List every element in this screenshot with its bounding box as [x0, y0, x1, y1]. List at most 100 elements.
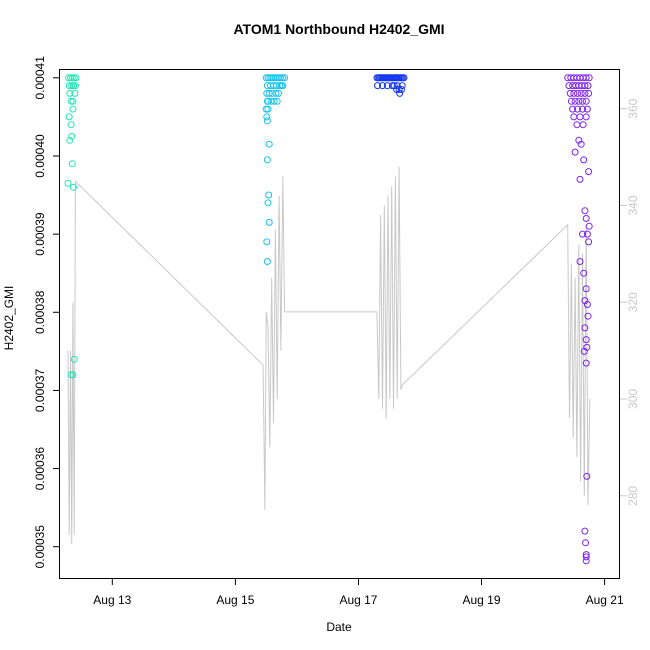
data-point-series-4: [582, 557, 590, 565]
data-point-series-4: [582, 539, 589, 547]
x-tick-label: Aug 13: [93, 593, 131, 607]
x-tick-label: Aug 19: [463, 593, 501, 607]
data-point-series-4: [584, 312, 592, 320]
y2-tick-label: 340: [626, 195, 640, 215]
data-point-series-4: [579, 105, 586, 113]
data-point-series-2: [277, 74, 285, 82]
data-point-series-2: [273, 97, 281, 105]
data-point-series-3: [382, 74, 389, 82]
data-point-series-2: [265, 191, 273, 199]
y2-tick-label: 300: [626, 389, 640, 409]
y-tick-label: 0.00035: [33, 525, 47, 569]
data-point-series-4: [577, 89, 585, 97]
data-point-series-3: [395, 86, 403, 93]
y-tick-label: 0.00036: [33, 447, 47, 491]
data-point-series-2: [264, 199, 272, 207]
y2-tick-label: 280: [626, 485, 640, 505]
data-point-series-2: [263, 238, 271, 246]
y2-axis: 280 300 320 340 360: [620, 98, 640, 506]
data-point-series-2: [263, 258, 271, 265]
y2-tick-label: 360: [626, 98, 640, 118]
data-point-series-4: [582, 285, 590, 293]
data-point-series-1: [69, 371, 77, 379]
data-point-series-1: [67, 121, 75, 129]
data-point-series-4: [565, 82, 573, 90]
plot-box: [59, 69, 620, 579]
data-point-series-3: [393, 82, 401, 90]
data-point-series-3: [388, 82, 396, 90]
data-point-series-4: [570, 89, 578, 97]
data-point-series-1: [64, 179, 72, 187]
data-point-series-2: [265, 218, 273, 226]
data-point-series-2: [265, 140, 273, 148]
data-point-series-1: [70, 183, 77, 191]
data-point-series-2: [262, 105, 270, 113]
y-tick-label: 0.00041: [33, 56, 47, 100]
data-point-series-3: [389, 74, 397, 82]
data-point-series-3: [383, 82, 391, 90]
data-point-series-4: [577, 140, 585, 148]
y-tick-label: 0.00039: [33, 212, 47, 256]
data-point-series-4: [583, 472, 591, 480]
data-point-series-4: [582, 113, 590, 121]
data-point-series-4: [579, 97, 586, 105]
data-point-series-4: [585, 89, 593, 97]
data-point-series-4: [573, 121, 581, 129]
x-tick-label: Aug 15: [216, 593, 254, 607]
data-point-series-4: [582, 215, 590, 222]
data-point-series-4: [581, 324, 589, 332]
data-point-series-4: [585, 74, 593, 82]
secondary-series-line: [67, 166, 591, 545]
data-point-series-3: [387, 74, 394, 82]
data-point-series-2: [263, 156, 271, 164]
y-tick-label: 0.00038: [33, 290, 47, 334]
data-point-series-1: [71, 82, 79, 90]
data-point-series-4: [585, 168, 593, 176]
data-point-series-1: [68, 74, 76, 82]
data-point-series-3: [379, 82, 386, 90]
data-point-series-4: [581, 89, 589, 97]
data-point-series-4: [580, 156, 588, 164]
x-axis-label: Date: [326, 620, 352, 634]
data-point-series-2: [281, 74, 289, 82]
data-point-series-4: [579, 230, 586, 238]
data-point-series-2: [263, 117, 271, 125]
data-point-series-4: [582, 553, 590, 561]
data-point-series-4: [576, 113, 584, 121]
data-point-series-1: [68, 160, 76, 168]
data-point-series-4: [570, 113, 578, 121]
data-point-series-3: [374, 82, 381, 90]
data-point-series-4: [581, 207, 589, 215]
data-point-series-4: [574, 105, 581, 113]
data-point-series-4: [582, 97, 590, 105]
data-point-series-3: [396, 89, 404, 97]
data-point-series-4: [575, 97, 583, 105]
data-point-series-4: [581, 82, 589, 90]
data-point-series-1: [65, 113, 73, 121]
data-point-series-4: [582, 359, 590, 367]
data-point-series-3: [379, 74, 387, 82]
data-point-series-1: [70, 82, 77, 90]
data-point-series-2: [272, 89, 280, 97]
data-point-series-1: [68, 132, 76, 140]
y-axis-label: H2402_GMI: [2, 286, 16, 351]
data-point-series-4: [583, 105, 591, 113]
data-point-series-4: [582, 336, 590, 344]
data-point-series-4: [571, 148, 579, 156]
data-point-series-4: [571, 97, 579, 105]
data-point-series-3: [394, 74, 402, 82]
data-point-series-4: [585, 238, 593, 246]
data-point-series-3: [377, 74, 385, 82]
x-axis: Aug 13 Aug 15 Aug 17 Aug 19 Aug 21: [93, 578, 624, 607]
data-point-series-3: [399, 74, 407, 82]
data-point-series-4: [582, 551, 590, 559]
data-point-series-2: [264, 97, 272, 105]
data-point-series-4: [581, 527, 589, 535]
data-point-series-4: [585, 222, 593, 230]
data-point-series-4: [579, 121, 587, 129]
data-point-series-2: [263, 113, 271, 121]
data-point-series-4: [580, 347, 588, 355]
data-point-series-3: [398, 86, 405, 93]
data-point-series-4: [582, 74, 590, 82]
data-point-series-4: [569, 105, 577, 113]
